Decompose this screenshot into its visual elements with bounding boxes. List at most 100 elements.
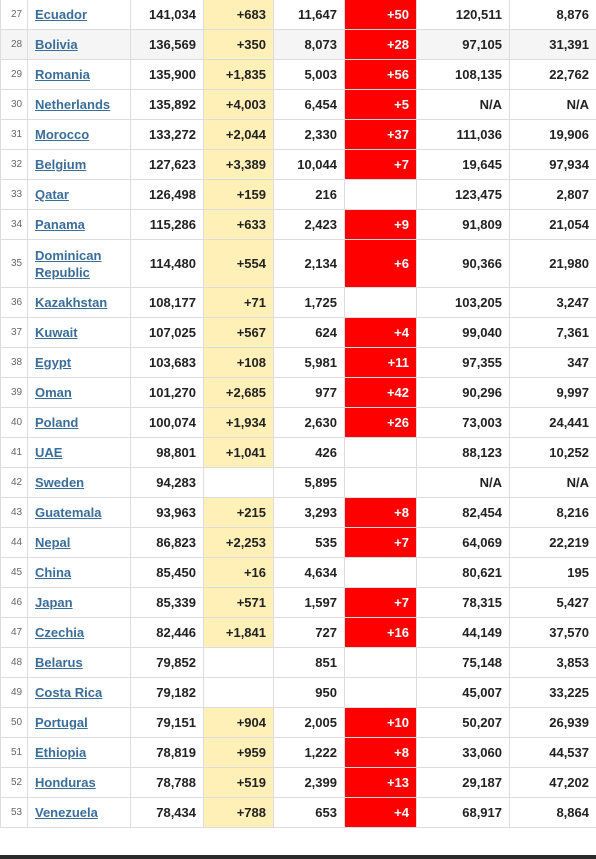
recovered-cell: 68,917: [416, 797, 510, 828]
new-cases-cell: +1,041: [203, 437, 274, 468]
new-cases-cell: +350: [203, 29, 274, 60]
total-cases-cell: 136,569: [130, 29, 204, 60]
total-cases-cell: 85,450: [130, 557, 204, 588]
new-deaths-cell: +4: [344, 317, 417, 348]
country-link[interactable]: Kazakhstan: [35, 295, 108, 310]
country-link[interactable]: Venezuela: [35, 805, 98, 820]
total-deaths-cell: 10,044: [273, 149, 345, 180]
new-deaths-cell: +8: [344, 497, 417, 528]
rank-cell: 29: [0, 59, 28, 90]
country-link[interactable]: Qatar: [35, 187, 69, 202]
new-cases-cell: +571: [203, 587, 274, 618]
new-cases-cell: [203, 467, 274, 498]
country-cell: Oman: [27, 377, 131, 408]
country-cell: Egypt: [27, 347, 131, 378]
table-row: 33 Qatar 126,498 +159 216 123,475 2,807: [0, 179, 596, 210]
country-link[interactable]: Nepal: [35, 535, 71, 550]
country-link[interactable]: Belarus: [35, 655, 83, 670]
new-deaths-cell: [344, 557, 417, 588]
new-cases-cell: +554: [203, 239, 274, 288]
country-cell: Belgium: [27, 149, 131, 180]
total-deaths-cell: 8,073: [273, 29, 345, 60]
table-row: 35 Dominican Republic 114,480 +554 2,134…: [0, 239, 596, 288]
new-deaths-cell: [344, 647, 417, 678]
new-cases-cell: [203, 647, 274, 678]
country-link[interactable]: Bolivia: [35, 37, 78, 52]
country-link[interactable]: Costa Rica: [35, 685, 103, 700]
country-link[interactable]: Belgium: [35, 157, 87, 172]
table-row: 37 Kuwait 107,025 +567 624 +4 99,040 7,3…: [0, 317, 596, 348]
table-row: 34 Panama 115,286 +633 2,423 +9 91,809 2…: [0, 209, 596, 240]
total-deaths-cell: 977: [273, 377, 345, 408]
rank-cell: 30: [0, 89, 28, 120]
active-cases-cell: 7,361: [509, 317, 596, 348]
country-link[interactable]: Oman: [35, 385, 72, 400]
country-link[interactable]: Romania: [35, 67, 90, 82]
country-link[interactable]: Sweden: [35, 475, 85, 490]
table-row: 46 Japan 85,339 +571 1,597 +7 78,315 5,4…: [0, 587, 596, 618]
new-deaths-cell: +7: [344, 149, 417, 180]
active-cases-cell: 21,054: [509, 209, 596, 240]
country-link[interactable]: Ethiopia: [35, 745, 87, 760]
total-cases-cell: 135,892: [130, 89, 204, 120]
new-cases-cell: +2,685: [203, 377, 274, 408]
table-body: 27 Ecuador 141,034 +683 11,647 +50 120,5…: [0, 0, 596, 828]
country-link[interactable]: Kuwait: [35, 325, 78, 340]
recovered-cell: 64,069: [416, 527, 510, 558]
total-cases-cell: 114,480: [130, 239, 204, 288]
rank-cell: 43: [0, 497, 28, 528]
total-cases-cell: 101,270: [130, 377, 204, 408]
total-cases-cell: 98,801: [130, 437, 204, 468]
country-link[interactable]: Guatemala: [35, 505, 102, 520]
rank-cell: 42: [0, 467, 28, 498]
country-link[interactable]: Czechia: [35, 625, 85, 640]
recovered-cell: 75,148: [416, 647, 510, 678]
recovered-cell: 103,205: [416, 287, 510, 318]
country-link[interactable]: Morocco: [35, 127, 90, 142]
total-deaths-cell: 1,725: [273, 287, 345, 318]
country-link[interactable]: Dominican Republic: [35, 247, 102, 280]
table-row: 31 Morocco 133,272 +2,044 2,330 +37 111,…: [0, 119, 596, 150]
new-deaths-cell: +50: [344, 0, 417, 30]
table-row: 39 Oman 101,270 +2,685 977 +42 90,296 9,…: [0, 377, 596, 408]
country-link[interactable]: Ecuador: [35, 7, 88, 22]
recovered-cell: 99,040: [416, 317, 510, 348]
rank-cell: 33: [0, 179, 28, 210]
country-link[interactable]: Japan: [35, 595, 73, 610]
country-link[interactable]: Portugal: [35, 715, 88, 730]
new-cases-cell: +904: [203, 707, 274, 738]
new-deaths-cell: +5: [344, 89, 417, 120]
country-cell: Romania: [27, 59, 131, 90]
recovered-cell: 29,187: [416, 767, 510, 798]
horizontal-scrollbar[interactable]: [0, 855, 596, 859]
country-cell: Japan: [27, 587, 131, 618]
new-cases-cell: +215: [203, 497, 274, 528]
total-deaths-cell: 216: [273, 179, 345, 210]
total-deaths-cell: 624: [273, 317, 345, 348]
total-deaths-cell: 1,222: [273, 737, 345, 768]
country-link[interactable]: Netherlands: [35, 97, 111, 112]
recovered-cell: 123,475: [416, 179, 510, 210]
recovered-cell: 108,135: [416, 59, 510, 90]
total-cases-cell: 93,963: [130, 497, 204, 528]
country-link[interactable]: China: [35, 565, 72, 580]
new-cases-cell: +1,835: [203, 59, 274, 90]
country-link[interactable]: Poland: [35, 415, 79, 430]
country-link[interactable]: UAE: [35, 445, 63, 460]
rank-cell: 32: [0, 149, 28, 180]
new-cases-cell: +633: [203, 209, 274, 240]
new-cases-cell: +519: [203, 767, 274, 798]
country-link[interactable]: Honduras: [35, 775, 96, 790]
active-cases-cell: 22,762: [509, 59, 596, 90]
recovered-cell: 97,105: [416, 29, 510, 60]
country-link[interactable]: Egypt: [35, 355, 72, 370]
country-link[interactable]: Panama: [35, 217, 85, 232]
country-cell: Guatemala: [27, 497, 131, 528]
active-cases-cell: 22,219: [509, 527, 596, 558]
rank-cell: 39: [0, 377, 28, 408]
active-cases-cell: 97,934: [509, 149, 596, 180]
active-cases-cell: 3,853: [509, 647, 596, 678]
total-deaths-cell: 950: [273, 677, 345, 708]
rank-cell: 49: [0, 677, 28, 708]
